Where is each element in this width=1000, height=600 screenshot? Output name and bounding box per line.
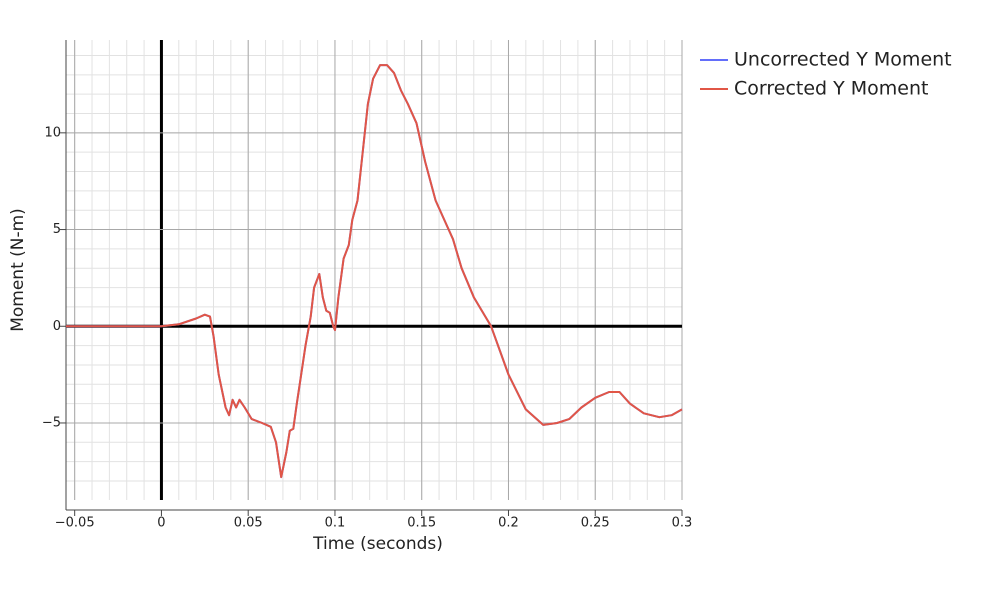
x-tick-label: 0.25 bbox=[581, 516, 610, 531]
y-tick-label: 10 bbox=[44, 125, 61, 140]
x-tick-label: 0.05 bbox=[234, 516, 263, 531]
x-tick-label: −0.05 bbox=[55, 516, 95, 531]
y-axis-title: Moment (N-m) bbox=[8, 208, 28, 332]
legend-label: Corrected Y Moment bbox=[734, 78, 929, 100]
x-tick-label: 0.2 bbox=[498, 516, 519, 531]
x-tick-label: 0.3 bbox=[672, 516, 693, 531]
series-line bbox=[66, 64, 683, 479]
x-axis-title: Time (seconds) bbox=[312, 534, 443, 554]
legend-label: Uncorrected Y Moment bbox=[734, 49, 952, 71]
y-tick-label: 0 bbox=[53, 319, 61, 334]
series-line bbox=[66, 64, 683, 479]
x-tick-label: 0 bbox=[157, 516, 165, 531]
x-tick-label: 0.1 bbox=[325, 516, 346, 531]
x-tick-label: 0.15 bbox=[407, 516, 436, 531]
y-tick-label: −5 bbox=[42, 415, 61, 430]
y-tick-label: 5 bbox=[53, 222, 61, 237]
